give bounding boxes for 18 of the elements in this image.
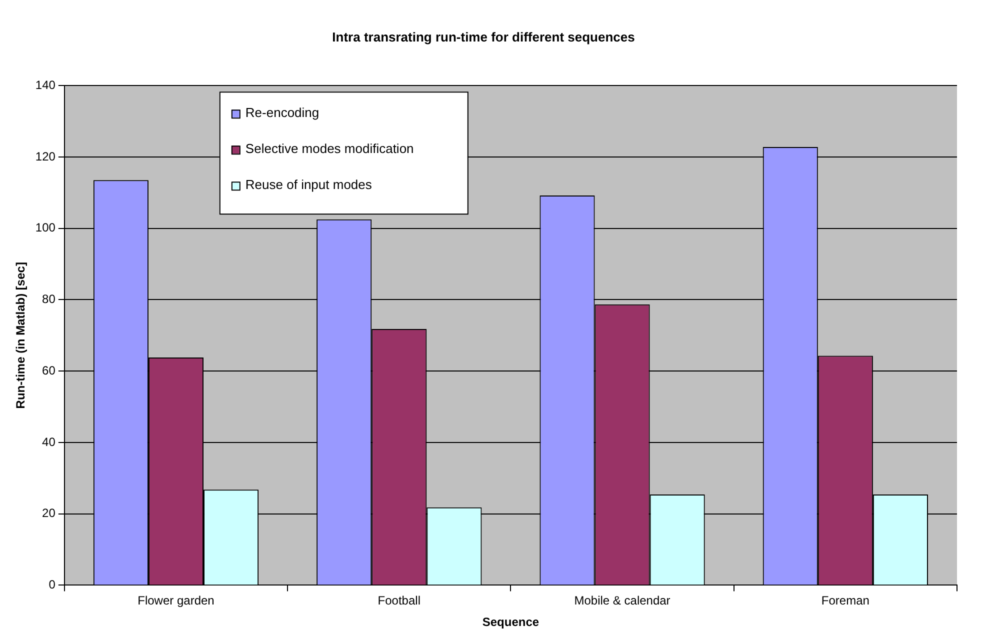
y-tick-label: 60 <box>42 363 56 378</box>
y-tick-label: 40 <box>42 434 56 449</box>
x-tick-label: Flower garden <box>138 594 214 608</box>
y-tick-label: 120 <box>35 149 56 164</box>
y-tick-label: 20 <box>42 506 56 520</box>
legend-label: Selective modes modification <box>245 141 414 156</box>
y-tick-label: 0 <box>48 578 56 592</box>
y-tick-label: 80 <box>42 292 56 306</box>
legend-label: Reuse of input modes <box>245 177 372 192</box>
x-axis-title: Sequence <box>482 615 540 630</box>
y-axis-title: Run-time (in Matlab) [sec] <box>14 262 28 409</box>
y-tick-label: 140 <box>35 78 56 92</box>
x-tick-label: Foreman <box>821 594 870 608</box>
x-tick-label: Mobile & calendar <box>574 594 670 608</box>
x-tick-label: Football <box>378 594 420 608</box>
y-tick-label: 100 <box>35 220 56 235</box>
legend-label: Re-encoding <box>245 105 320 120</box>
chart-title: Intra transrating run-time for different sequences <box>332 29 635 44</box>
